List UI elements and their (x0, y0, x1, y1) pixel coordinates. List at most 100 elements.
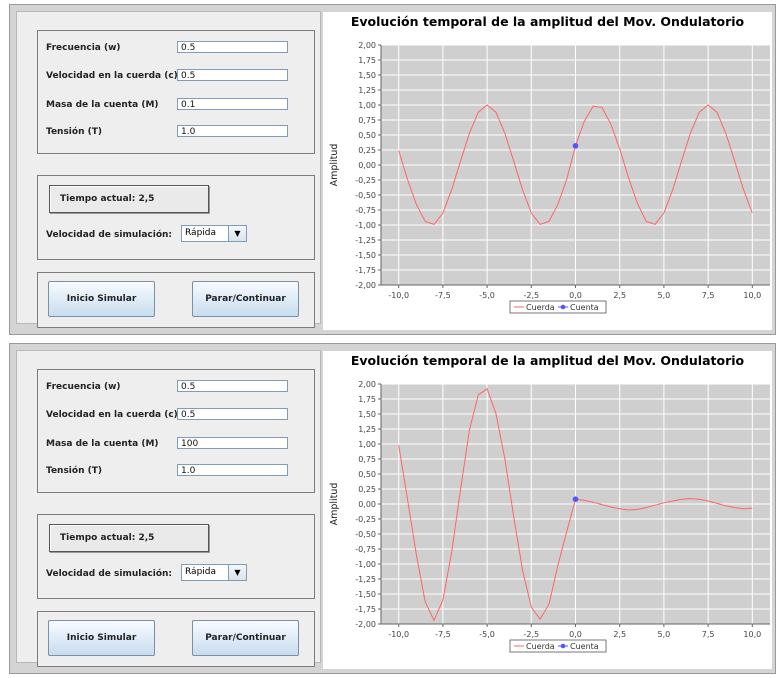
stop-continue-button[interactable]: Parar/Continuar (192, 620, 299, 656)
x-tick-label: 7,5 (702, 630, 715, 639)
frequency-field[interactable]: 0.5 (177, 41, 288, 53)
chart-plot: 2,00 1,75 1,50 1,25 1,00 0,75 0,50 0,25 0,00 -0,2… (329, 41, 770, 314)
frequency-label: Frecuencia (w) (46, 382, 121, 392)
legend-label-cuenta: Cuenta (570, 303, 599, 312)
chevron-down-icon[interactable]: ▼ (228, 565, 246, 580)
time-box: Tiempo actual: 2,5 Velocidad de simulaci… (37, 175, 315, 260)
y-tick-label: -2,00 (355, 281, 376, 290)
y-tick-label: 1,75 (358, 395, 376, 404)
tension-label: Tensión (T) (46, 466, 102, 476)
y-tick-label: -1,00 (355, 560, 376, 569)
speed-select[interactable]: Rápida ▼ (181, 225, 247, 242)
chart-title: Evolución temporal de la amplitud del Mo… (350, 14, 745, 29)
legend-swatch-cuenta (560, 304, 566, 310)
parameters-box: Frecuencia (w) 0.5 Velocidad en la cuerd… (37, 30, 315, 154)
amplitude-chart: Evolución temporal de la amplitud del Mo… (323, 351, 772, 669)
legend-label-cuerda: Cuerda (526, 642, 555, 651)
y-tick-label: 0,75 (358, 116, 376, 125)
bead-mass-field[interactable]: 100 (177, 437, 288, 449)
speed-select-value: Rápida (185, 228, 217, 238)
bead-mass-label: Masa de la cuenta (M) (46, 439, 159, 449)
y-axis-label: Amplitud (329, 483, 340, 526)
y-tick-label: 1,25 (358, 86, 376, 95)
y-tick-label: 1,00 (358, 101, 376, 110)
y-tick-label: -1,75 (355, 605, 376, 614)
chevron-down-icon[interactable]: ▼ (228, 226, 246, 241)
y-tick-label: -0,50 (355, 530, 376, 539)
speed-select-value: Rápida (185, 567, 217, 577)
x-tick-label: -10,0 (388, 291, 409, 300)
y-tick-label: -1,25 (355, 236, 376, 245)
start-simulation-button[interactable]: Inicio Simular (48, 281, 155, 317)
amplitude-chart: Evolución temporal de la amplitud del Mo… (323, 12, 772, 330)
x-tick-label: 0,0 (569, 630, 582, 639)
y-tick-label: -0,25 (355, 176, 376, 185)
buttons-box: Inicio Simular Parar/Continuar (37, 272, 315, 328)
speed-label: Velocidad de simulación: (46, 569, 173, 579)
x-tick-label: 5,0 (658, 630, 671, 639)
chart-title: Evolución temporal de la amplitud del Mo… (350, 353, 745, 368)
x-tick-label: 7,5 (702, 291, 715, 300)
tension-label: Tensión (T) (46, 127, 102, 137)
y-tick-label: 0,25 (358, 146, 376, 155)
y-tick-label: 1,00 (358, 440, 376, 449)
x-tick-label: 5,0 (658, 291, 671, 300)
frequency-label: Frecuencia (w) (46, 43, 121, 53)
y-tick-label: 2,00 (358, 41, 376, 50)
y-axis-label: Amplitud (329, 144, 340, 187)
x-tick-label: 2,5 (613, 291, 626, 300)
y-tick-label: -1,50 (355, 590, 376, 599)
control-panel: Frecuencia (w) 0.5 Velocidad en la cuerd… (16, 350, 321, 667)
y-tick-label: 0,75 (358, 455, 376, 464)
tension-field[interactable]: 1.0 (177, 125, 288, 137)
x-tick-label: -10,0 (388, 630, 409, 639)
y-tick-label: -1,25 (355, 575, 376, 584)
legend-label-cuerda: Cuerda (526, 303, 555, 312)
tension-field[interactable]: 1.0 (177, 464, 288, 476)
y-tick-label: 1,75 (358, 56, 376, 65)
control-panel: Frecuencia (w) 0.5 Velocidad en la cuerd… (16, 11, 321, 328)
string-speed-field[interactable]: 0.5 (177, 69, 288, 81)
x-tick-label: -7,5 (435, 291, 451, 300)
y-tick-label: -1,00 (355, 221, 376, 230)
x-tick-label: 10,0 (743, 291, 761, 300)
y-tick-label: 0,00 (358, 500, 376, 509)
simulation-window-2: Frecuencia (w) 0.5 Velocidad en la cuerd… (9, 343, 776, 674)
y-tick-label: 0,50 (358, 470, 376, 479)
parameters-box: Frecuencia (w) 0.5 Velocidad en la cuerd… (37, 369, 315, 493)
x-tick-label: -5,0 (479, 291, 495, 300)
start-simulation-button[interactable]: Inicio Simular (48, 620, 155, 656)
speed-select[interactable]: Rápida ▼ (181, 564, 247, 581)
y-tick-label: 2,00 (358, 380, 376, 389)
string-speed-field[interactable]: 0.5 (177, 408, 288, 420)
simulation-window-1: Frecuencia (w) 0.5 Velocidad en la cuerd… (9, 4, 776, 335)
y-tick-label: 0,00 (358, 161, 376, 170)
series-point-cuenta (572, 496, 579, 502)
bead-mass-label: Masa de la cuenta (M) (46, 100, 159, 110)
x-tick-label: -5,0 (479, 630, 495, 639)
y-tick-label: -1,75 (355, 266, 376, 275)
stop-continue-button[interactable]: Parar/Continuar (192, 281, 299, 317)
y-tick-label: -2,00 (355, 620, 376, 629)
x-tick-label: -2,5 (523, 291, 539, 300)
y-tick-label: 0,50 (358, 131, 376, 140)
x-tick-label: -2,5 (523, 630, 539, 639)
x-tick-label: 2,5 (613, 630, 626, 639)
y-tick-label: 0,25 (358, 485, 376, 494)
current-time-display: Tiempo actual: 2,5 (49, 185, 209, 213)
y-tick-label: 1,50 (358, 71, 376, 80)
y-tick-label: -0,75 (355, 206, 376, 215)
y-tick-label: 1,50 (358, 410, 376, 419)
legend-swatch-cuenta (560, 643, 566, 649)
y-tick-label: -0,25 (355, 515, 376, 524)
current-time-display: Tiempo actual: 2,5 (49, 524, 209, 552)
string-speed-label: Velocidad en la cuerda (c) (46, 410, 178, 420)
buttons-box: Inicio Simular Parar/Continuar (37, 611, 315, 667)
x-tick-label: 0,0 (569, 291, 582, 300)
bead-mass-field[interactable]: 0.1 (177, 98, 288, 110)
series-point-cuenta (572, 143, 579, 149)
frequency-field[interactable]: 0.5 (177, 380, 288, 392)
x-tick-label: 10,0 (743, 630, 761, 639)
time-box: Tiempo actual: 2,5 Velocidad de simulaci… (37, 514, 315, 599)
y-tick-label: -0,50 (355, 191, 376, 200)
